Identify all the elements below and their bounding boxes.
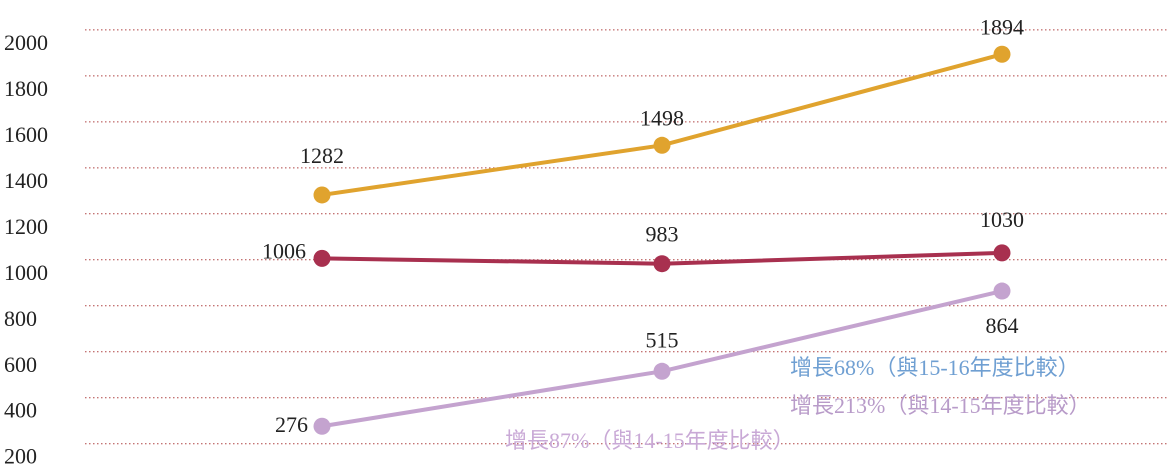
- y-tick-label: 600: [4, 352, 37, 377]
- data-label: 276: [275, 412, 308, 437]
- annotation: 增長68%（與15-16年度比較）: [790, 355, 1080, 380]
- y-tick-label: 1200: [4, 214, 48, 239]
- data-label: 1006: [262, 238, 306, 263]
- point: [993, 45, 1011, 63]
- y-tick-label: 1400: [4, 168, 48, 193]
- data-label: 983: [646, 222, 679, 247]
- annotation: 增長87%（與14-15年度比較）: [505, 428, 795, 453]
- data-label: 1498: [640, 105, 684, 130]
- y-tick-label: 1600: [4, 122, 48, 147]
- y-tick-label: 1000: [4, 260, 48, 285]
- point: [313, 417, 331, 435]
- point: [653, 255, 671, 273]
- point: [653, 362, 671, 380]
- data-label: 1282: [300, 143, 344, 168]
- point: [653, 136, 671, 154]
- data-label: 515: [646, 327, 679, 352]
- data-label: 864: [986, 313, 1019, 338]
- y-tick-label: 800: [4, 306, 37, 331]
- point: [993, 282, 1011, 300]
- annotation: 增長213%（與14-15年度比較）: [790, 393, 1091, 418]
- data-label: 1030: [980, 207, 1024, 232]
- y-tick-label: 200: [4, 444, 37, 469]
- point: [313, 249, 331, 267]
- point: [313, 186, 331, 204]
- y-tick-label: 2000: [4, 30, 48, 55]
- data-label: 1894: [980, 14, 1024, 39]
- point: [993, 244, 1011, 262]
- y-tick-label: 400: [4, 398, 37, 423]
- y-tick-label: 1800: [4, 76, 48, 101]
